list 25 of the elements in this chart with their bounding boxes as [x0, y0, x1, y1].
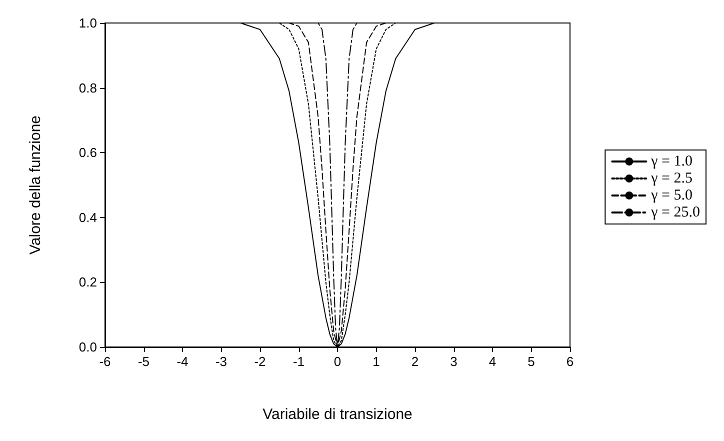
- y-tick-label: 1.0: [78, 16, 97, 30]
- x-axis-title: Variabile di transizione: [262, 406, 412, 423]
- legend-label: γ = 2.5: [650, 170, 693, 186]
- legend-label: γ = 5.0: [650, 188, 693, 204]
- x-tick-label: -3: [215, 354, 228, 369]
- y-tick-label: 0.8: [78, 80, 97, 96]
- x-tick-label: 4: [488, 354, 496, 369]
- x-tick-label: 3: [450, 354, 458, 369]
- y-tick-label: 0.4: [78, 210, 97, 225]
- legend-label: γ = 25.0: [650, 204, 700, 220]
- legend-label: γ = 1.0: [650, 154, 693, 170]
- x-tick-label: -6: [99, 354, 111, 369]
- x-tick-label: 5: [528, 354, 535, 369]
- y-tick-label: 0.0: [78, 340, 97, 354]
- y-axis-title: Valore della funzione: [27, 116, 44, 254]
- x-tick-label: -1: [292, 354, 305, 369]
- y-tick-label: 0.2: [78, 274, 97, 290]
- y-tick-label: 0.6: [78, 145, 97, 160]
- x-tick-label: -2: [254, 354, 266, 369]
- x-tick-label: 0: [334, 354, 342, 369]
- x-tick-label: 6: [566, 354, 574, 369]
- x-tick-label: 2: [411, 354, 419, 369]
- x-tick-label: 1: [372, 354, 380, 369]
- x-tick-label: -5: [138, 354, 150, 369]
- x-tick-label: -4: [176, 354, 188, 369]
